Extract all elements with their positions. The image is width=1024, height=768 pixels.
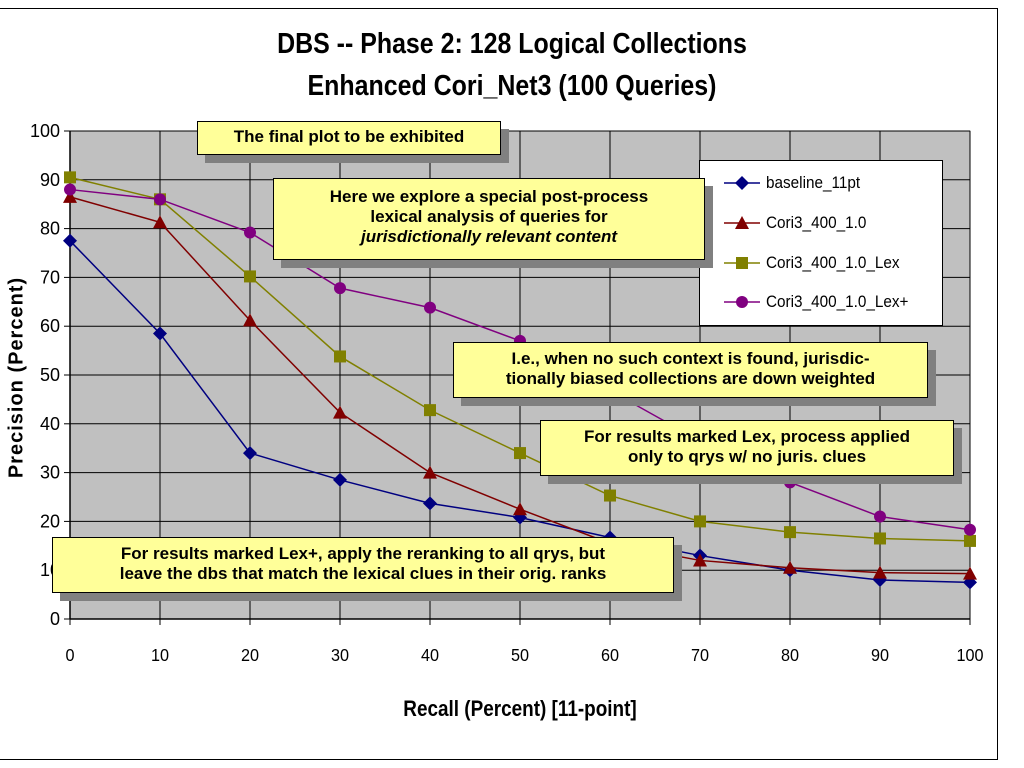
- series-2-point: [693, 553, 707, 567]
- series-3-point: [604, 489, 616, 502]
- annotation-text: I.e., when no such context is found, jur…: [511, 349, 870, 368]
- diamond-marker-icon: [724, 176, 760, 190]
- y-tick-label: 50: [40, 365, 60, 385]
- circle-marker-icon: [724, 296, 760, 308]
- annotation-text: jurisdictionally relevant content: [360, 227, 617, 246]
- y-axis-label: Precision (Percent): [5, 276, 28, 479]
- series-3-point: [514, 447, 526, 460]
- series-4-point: [874, 510, 886, 523]
- annotation-text: Here we explore a special post-process: [329, 187, 649, 206]
- annotation-text: leave the dbs that match the lexical clu…: [119, 564, 607, 583]
- series-4-point: [64, 183, 76, 196]
- series-4-point: [424, 301, 436, 314]
- series-4-point: [964, 523, 976, 536]
- legend-item-3: Cori3_400_1.0_Lex: [722, 251, 914, 275]
- series-2-point: [63, 189, 77, 203]
- legend-label: Cori3_400_1.0_Lex+: [766, 292, 909, 311]
- y-tick-label: 20: [40, 511, 60, 531]
- x-tick-label: 70: [691, 645, 709, 665]
- annotation-text: For results marked Lex, process applied: [584, 427, 910, 446]
- series-2-point: [333, 405, 347, 419]
- series-4-point: [334, 282, 346, 295]
- series-1-point: [333, 472, 347, 487]
- legend-item-2: Cori3_400_1.0: [722, 211, 878, 235]
- legend-label: baseline_11pt: [766, 173, 861, 192]
- legend-label: Cori3_400_1.0: [766, 213, 867, 232]
- x-tick-label: 20: [241, 645, 259, 665]
- series-1-point: [513, 510, 527, 525]
- series-3-point: [424, 404, 436, 417]
- annotation-text: tionally biased collections are down wei…: [505, 369, 876, 388]
- legend-label: Cori3_400_1.0_Lex: [766, 253, 900, 272]
- series-3-point: [784, 526, 796, 539]
- y-tick-label: 100: [30, 121, 60, 141]
- series-3-point: [694, 515, 706, 528]
- series-2-point: [783, 560, 797, 574]
- x-tick-label: 90: [871, 645, 889, 665]
- series-3-point: [244, 270, 256, 283]
- legend-item-4: Cori3_400_1.0_Lex+: [722, 290, 924, 314]
- y-tick-label: 90: [40, 170, 60, 190]
- series-1-point: [63, 233, 77, 248]
- y-tick-label: 80: [40, 219, 60, 239]
- y-tick-label: 30: [40, 463, 60, 483]
- square-marker-icon: [724, 257, 760, 269]
- series-2-point: [423, 465, 437, 479]
- legend: baseline_11pt Cori3_400_1.0 Cori3_400_1.0_…: [699, 160, 943, 326]
- series-4-point: [784, 476, 796, 489]
- series-2-point: [513, 502, 527, 516]
- series-4-point: [154, 193, 166, 206]
- series-3-point: [874, 532, 886, 545]
- series-4-point: [244, 226, 256, 239]
- legend-item-1: baseline_11pt: [722, 171, 871, 195]
- annotation-text: only to qrys w/ no juris. clues: [627, 447, 867, 466]
- x-tick-label: 40: [421, 645, 439, 665]
- series-3-point: [334, 350, 346, 363]
- series-2-point: [153, 215, 167, 229]
- x-axis-label: Recall (Percent) [11-point]: [403, 696, 637, 721]
- x-tick-label: 50: [511, 645, 529, 665]
- x-tick-label: 60: [601, 645, 619, 665]
- triangle-marker-icon: [724, 216, 760, 229]
- chart-subtitle: Enhanced Cori_Net3 (100 Queries): [307, 70, 717, 102]
- series-1-point: [243, 446, 257, 461]
- y-tick-label: 60: [40, 316, 60, 336]
- x-tick-label: 100: [956, 645, 983, 665]
- annotation-final-plot: The final plot to be exhibited: [197, 121, 501, 155]
- series-1-point: [423, 496, 437, 511]
- annotation-text: The final plot to be exhibited: [233, 127, 465, 146]
- annotation-text: For results marked Lex+, apply the reran…: [120, 544, 606, 563]
- x-tick-label: 30: [331, 645, 349, 665]
- chart-title: DBS -- Phase 2: 128 Logical Collections: [277, 28, 747, 60]
- annotation-no-context: I.e., when no such context is found, jur…: [453, 342, 928, 398]
- annotation-text: lexical analysis of queries for: [370, 207, 608, 226]
- series-2-point: [873, 565, 887, 579]
- x-tick-label: 0: [65, 645, 74, 665]
- x-tick-label: 10: [151, 645, 169, 665]
- annotation-lex-plus: For results marked Lex+, apply the reran…: [52, 537, 674, 593]
- series-1-point: [153, 326, 167, 341]
- y-tick-label: 0: [50, 609, 60, 629]
- y-tick-label: 70: [40, 267, 60, 287]
- annotation-lex: For results marked Lex, process applied …: [540, 420, 954, 476]
- annotation-post-process: Here we explore a special post-process l…: [273, 178, 705, 260]
- series-2-point: [963, 566, 977, 580]
- series-3-point: [964, 534, 976, 547]
- x-tick-label: 80: [781, 645, 799, 665]
- series-2-point: [243, 313, 257, 327]
- y-tick-label: 40: [40, 414, 60, 434]
- series-3-point: [64, 171, 76, 184]
